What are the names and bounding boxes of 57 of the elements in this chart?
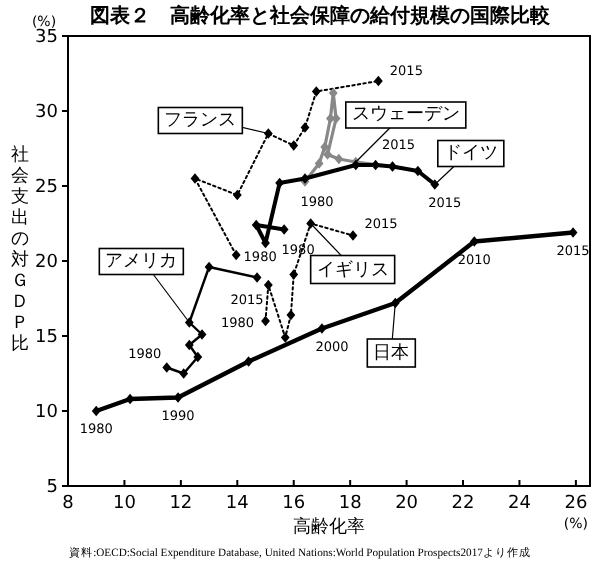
point bbox=[289, 140, 299, 151]
point bbox=[317, 323, 327, 334]
x-tick-label: 20 bbox=[395, 494, 419, 514]
point bbox=[314, 158, 324, 169]
x-tick-label: 26 bbox=[564, 494, 588, 514]
point bbox=[300, 122, 310, 133]
point bbox=[232, 189, 242, 201]
y-tick-label: 25 bbox=[35, 178, 58, 198]
series-label: アメリカ bbox=[105, 251, 178, 272]
series-label: ドイツ bbox=[443, 143, 498, 164]
point bbox=[469, 236, 479, 247]
point bbox=[244, 356, 253, 367]
x-tick-label: 18 bbox=[338, 494, 363, 514]
point bbox=[413, 165, 423, 177]
y-tick-label: 30 bbox=[35, 103, 59, 123]
point bbox=[162, 362, 172, 373]
point bbox=[263, 279, 273, 291]
y-tick-label: 5 bbox=[46, 478, 58, 498]
series-label: 日本 bbox=[373, 342, 410, 364]
text: 社会支出の対ＧＤＰ比 bbox=[11, 146, 29, 355]
point bbox=[193, 351, 203, 363]
x-tick-label: 12 bbox=[169, 494, 193, 514]
point bbox=[323, 149, 332, 160]
y-tick-label: 10 bbox=[35, 403, 59, 423]
series-label: スウェーデン bbox=[351, 105, 460, 125]
point bbox=[263, 128, 273, 139]
series-label: フランス bbox=[164, 110, 237, 131]
point bbox=[373, 75, 383, 87]
point bbox=[197, 329, 207, 340]
series-label: イギリス bbox=[316, 258, 389, 281]
point bbox=[204, 261, 214, 273]
x-tick-label: 10 bbox=[112, 494, 137, 514]
point bbox=[348, 230, 358, 241]
point bbox=[334, 153, 344, 165]
chart-title: 図表２ 高齢化率と社会保障の給付規模の国際比較 bbox=[90, 4, 552, 28]
x-tick-label: 22 bbox=[451, 494, 475, 514]
point bbox=[179, 368, 189, 379]
point bbox=[251, 219, 261, 231]
point bbox=[231, 249, 241, 261]
point bbox=[252, 272, 262, 283]
point bbox=[91, 405, 101, 417]
point bbox=[184, 339, 194, 351]
x-axis-title: 高齢化率 bbox=[293, 516, 365, 538]
point bbox=[261, 315, 270, 327]
point bbox=[286, 309, 296, 321]
x-tick-label: 24 bbox=[508, 494, 532, 514]
x-tick-label: 14 bbox=[225, 494, 250, 514]
y-tick-label: 15 bbox=[35, 328, 58, 348]
x-tick-label: 16 bbox=[282, 494, 306, 514]
point bbox=[280, 332, 290, 343]
point bbox=[311, 86, 321, 97]
y-tick-label: 35 bbox=[35, 28, 58, 48]
point bbox=[306, 218, 316, 229]
point bbox=[289, 269, 299, 280]
point bbox=[190, 173, 200, 184]
x-tick-label: 8 bbox=[62, 494, 75, 514]
y-tick-label: 20 bbox=[35, 253, 59, 273]
